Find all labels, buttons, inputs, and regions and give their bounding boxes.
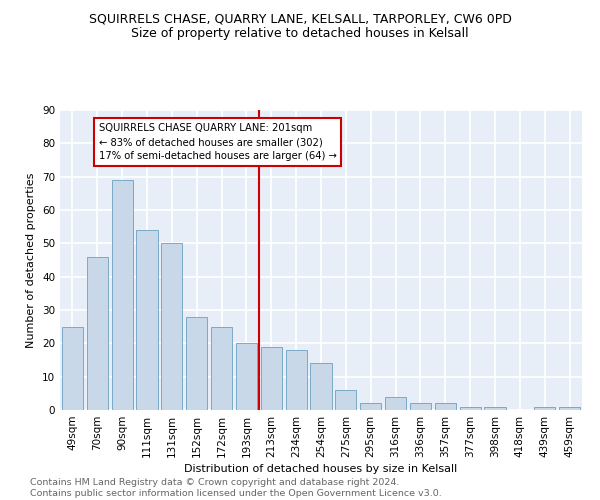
Bar: [87, 256, 108, 410]
X-axis label: Distribution of detached houses by size in Kelsall: Distribution of detached houses by size …: [184, 464, 458, 474]
Bar: [136, 230, 158, 410]
Bar: [236, 344, 257, 410]
Bar: [211, 326, 232, 410]
Bar: [559, 406, 580, 410]
Bar: [335, 390, 356, 410]
Bar: [62, 326, 83, 410]
Bar: [286, 350, 307, 410]
Bar: [484, 406, 506, 410]
Bar: [385, 396, 406, 410]
Bar: [112, 180, 133, 410]
Bar: [186, 316, 207, 410]
Y-axis label: Number of detached properties: Number of detached properties: [26, 172, 37, 348]
Text: SQUIRRELS CHASE, QUARRY LANE, KELSALL, TARPORLEY, CW6 0PD: SQUIRRELS CHASE, QUARRY LANE, KELSALL, T…: [89, 12, 511, 26]
Bar: [360, 404, 381, 410]
Text: Size of property relative to detached houses in Kelsall: Size of property relative to detached ho…: [131, 28, 469, 40]
Text: SQUIRRELS CHASE QUARRY LANE: 201sqm
← 83% of detached houses are smaller (302)
1: SQUIRRELS CHASE QUARRY LANE: 201sqm ← 83…: [98, 124, 337, 162]
Bar: [460, 406, 481, 410]
Bar: [161, 244, 182, 410]
Bar: [435, 404, 456, 410]
Bar: [410, 404, 431, 410]
Text: Contains HM Land Registry data © Crown copyright and database right 2024.
Contai: Contains HM Land Registry data © Crown c…: [30, 478, 442, 498]
Bar: [310, 364, 332, 410]
Bar: [534, 406, 555, 410]
Bar: [261, 346, 282, 410]
